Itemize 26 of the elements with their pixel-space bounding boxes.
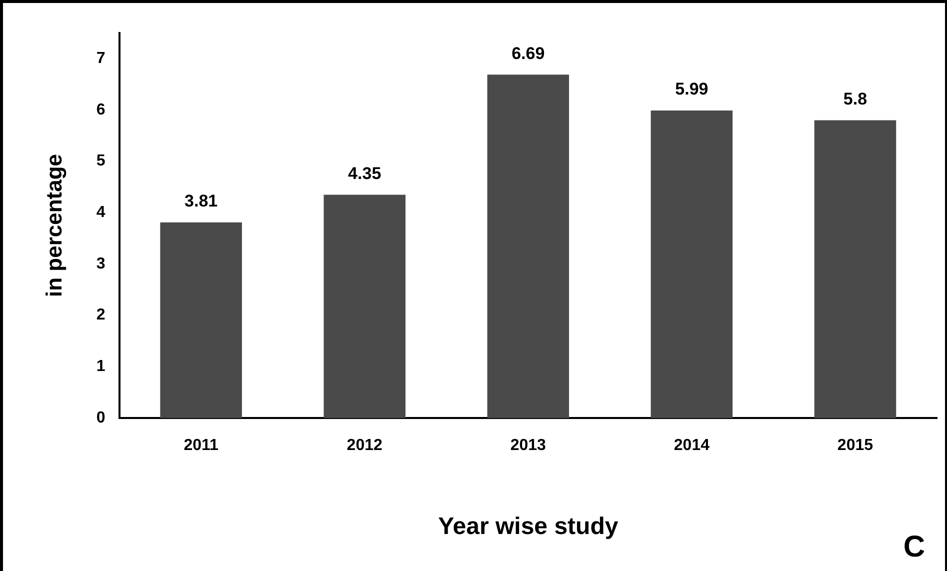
bar	[487, 74, 570, 418]
y-tick-label: 0	[96, 409, 106, 426]
y-tick-label: 5	[96, 152, 106, 170]
bar	[324, 194, 406, 418]
data-label: 6.69	[512, 44, 545, 63]
data-label: 4.35	[348, 164, 382, 183]
x-tick-label: 2014	[674, 437, 710, 454]
y-tick-label: 6	[96, 101, 106, 118]
bar	[650, 110, 733, 418]
y-tick-label: 7	[96, 50, 106, 68]
data-label: 5.8	[843, 89, 868, 108]
text: C	[903, 530, 925, 564]
y-tick-label: 3	[96, 255, 106, 272]
y-tick-label: 1	[96, 358, 106, 376]
y-tick-label: 2	[96, 306, 106, 324]
x-tick-label: 2013	[510, 437, 546, 454]
y-axis-title: in percentage	[41, 154, 66, 298]
x-tick-label: 2015	[837, 437, 874, 454]
data-label: 5.99	[675, 80, 708, 99]
x-axis-title: Year wise study	[438, 513, 619, 540]
bar	[814, 120, 896, 418]
x-tick-label: 2012	[346, 437, 383, 454]
bar	[160, 222, 242, 418]
y-tick-label: 4	[96, 204, 106, 222]
data-label: 3.81	[184, 192, 218, 211]
x-tick-label: 2011	[184, 437, 219, 454]
